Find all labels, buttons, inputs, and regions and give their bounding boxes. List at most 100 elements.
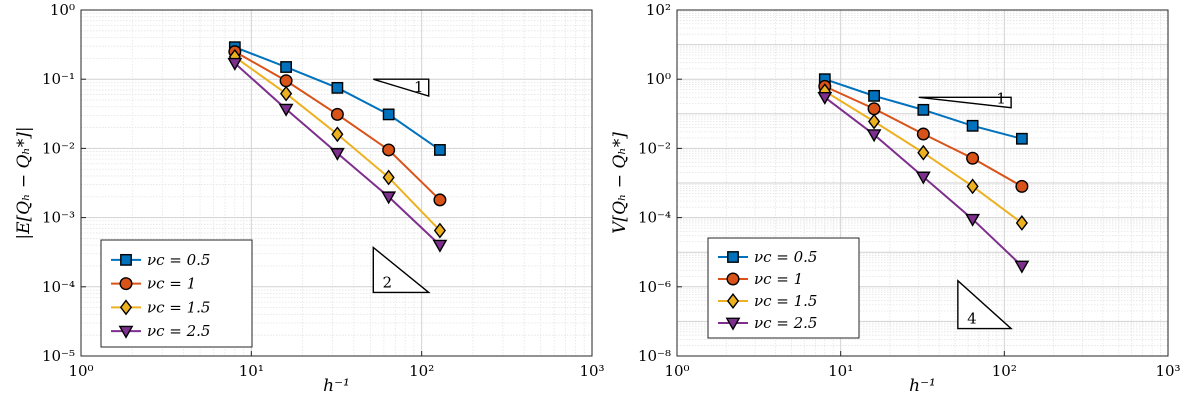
slope-triangle-shape xyxy=(372,246,431,294)
data-point xyxy=(966,151,980,165)
chart-2: 10⁰ 10¹ 10² 10³ 10⁻⁸ 10⁻⁶ 10⁻⁴ 10⁻² 10⁰ 10² h⁻¹ V[Q… xyxy=(610,1,1181,396)
legend-entry: νc = 1 xyxy=(718,270,803,288)
legend: νc = 0.5 νc = 1 νc = 1.5 νc = 2.5 xyxy=(100,239,253,348)
data-point xyxy=(279,74,293,88)
y-tick-label: 10⁻² xyxy=(638,139,671,157)
legend-marker xyxy=(120,253,132,266)
data-point xyxy=(382,169,395,186)
x-tick-label: 10⁰ xyxy=(68,362,93,380)
data-point xyxy=(330,107,344,121)
legend-label: νc = 1.5 xyxy=(147,298,210,316)
legend-marker xyxy=(726,272,740,286)
slope-triangle-shape xyxy=(957,279,1013,330)
legend-label: νc = 2.5 xyxy=(754,314,817,332)
legend-label: νc = 2.5 xyxy=(147,322,210,340)
legend-entry: νc = 1.5 xyxy=(111,298,210,316)
x-tick-label: 10¹ xyxy=(828,362,853,380)
axes-box xyxy=(676,9,1169,357)
legend-entry: νc = 1 xyxy=(111,275,196,293)
x-tick-label: 10³ xyxy=(1155,362,1180,380)
series-3 xyxy=(228,48,447,239)
slope-triangle-2: 2 xyxy=(372,246,431,294)
data-point xyxy=(916,127,930,141)
legend-marker xyxy=(119,299,133,316)
data-point xyxy=(381,191,397,205)
data-point xyxy=(227,57,243,71)
data-point xyxy=(1015,215,1028,231)
data-point xyxy=(917,103,930,116)
data-point xyxy=(382,108,395,121)
legend-entry: νc = 0.5 xyxy=(111,251,210,269)
legend-marker xyxy=(726,293,740,309)
data-point xyxy=(433,193,447,207)
slope-label: 2 xyxy=(383,273,393,291)
data-point xyxy=(331,126,344,143)
slope-triangle-shape xyxy=(918,96,1012,109)
data-point xyxy=(867,113,881,130)
legend-entry: νc = 2.5 xyxy=(718,314,817,332)
data-point xyxy=(382,143,396,157)
data-point xyxy=(966,119,979,132)
series-3 xyxy=(818,83,1028,231)
y-tick-label: 10⁻⁵ xyxy=(42,347,75,365)
y-tick-label: 10⁻¹ xyxy=(42,70,75,88)
x-tick-label: 10² xyxy=(409,362,434,380)
series-4 xyxy=(817,91,1030,274)
data-point xyxy=(1014,260,1030,274)
x-axis-label: h⁻¹ xyxy=(323,376,350,396)
legend-label: νc = 1 xyxy=(754,270,803,288)
slope-label: 4 xyxy=(967,310,977,328)
legend: νc = 0.5 νc = 1 νc = 1.5 νc = 2.5 xyxy=(707,237,860,339)
data-point xyxy=(433,222,447,239)
x-tick-label: 10³ xyxy=(579,362,604,380)
data-point xyxy=(331,81,344,94)
slope-label: 1 xyxy=(996,90,1006,108)
legend-marker xyxy=(727,251,739,263)
data-point xyxy=(1015,179,1029,193)
chart-1: 10⁰ 10¹ 10² 10³ 10⁻⁵ 10⁻⁴ 10⁻³ 10⁻² 10⁻¹ 10⁰ h⁻¹ |E… xyxy=(14,1,605,396)
data-point xyxy=(917,144,930,161)
legend-marker xyxy=(118,325,134,339)
y-axis-label: |E[Qₕ − Qₕ*]| xyxy=(14,126,34,239)
y-tick-label: 10⁻⁸ xyxy=(638,347,671,365)
legend-entry: νc = 2.5 xyxy=(111,322,210,340)
slope-triangle-shape xyxy=(373,78,430,98)
data-point xyxy=(915,171,931,185)
legend-label: νc = 0.5 xyxy=(147,251,210,269)
series-1 xyxy=(818,73,1028,145)
axes-box xyxy=(80,9,593,357)
y-tick-label: 10⁻² xyxy=(42,139,75,157)
y-tick-label: 10⁰ xyxy=(646,70,671,88)
data-point xyxy=(817,91,833,105)
y-tick-label: 10⁻⁶ xyxy=(638,278,671,296)
data-point xyxy=(280,61,293,73)
y-tick-label: 10⁻⁴ xyxy=(638,209,671,227)
slope-triangle-1: 1 xyxy=(373,78,430,98)
data-point xyxy=(965,213,981,227)
series-4 xyxy=(227,57,448,253)
data-point xyxy=(280,85,293,102)
data-point xyxy=(432,239,448,253)
legend-entry: νc = 0.5 xyxy=(718,248,817,266)
data-point xyxy=(434,144,446,156)
data-point xyxy=(866,129,882,143)
y-tick-label: 10² xyxy=(646,1,671,19)
legend-label: νc = 0.5 xyxy=(754,248,817,266)
legend-label: νc = 1.5 xyxy=(754,292,817,310)
y-tick-label: 10⁻³ xyxy=(42,209,75,227)
slope-triangle-4: 4 xyxy=(957,279,1013,330)
data-point xyxy=(329,147,345,161)
slope-triangle-1: 1 xyxy=(918,90,1012,109)
data-point xyxy=(1015,132,1028,145)
y-tick-label: 10⁻⁴ xyxy=(42,278,75,296)
legend-entry: νc = 1.5 xyxy=(718,292,817,310)
y-tick-label: 10⁰ xyxy=(50,1,75,19)
y-axis-label: V[Qₕ − Qₕ*] xyxy=(610,132,630,234)
data-point xyxy=(867,102,881,116)
legend-label: νc = 1 xyxy=(147,275,196,293)
x-tick-label: 10¹ xyxy=(239,362,264,380)
legend-marker xyxy=(119,277,133,291)
legend-marker xyxy=(725,317,741,331)
data-point xyxy=(966,178,979,195)
